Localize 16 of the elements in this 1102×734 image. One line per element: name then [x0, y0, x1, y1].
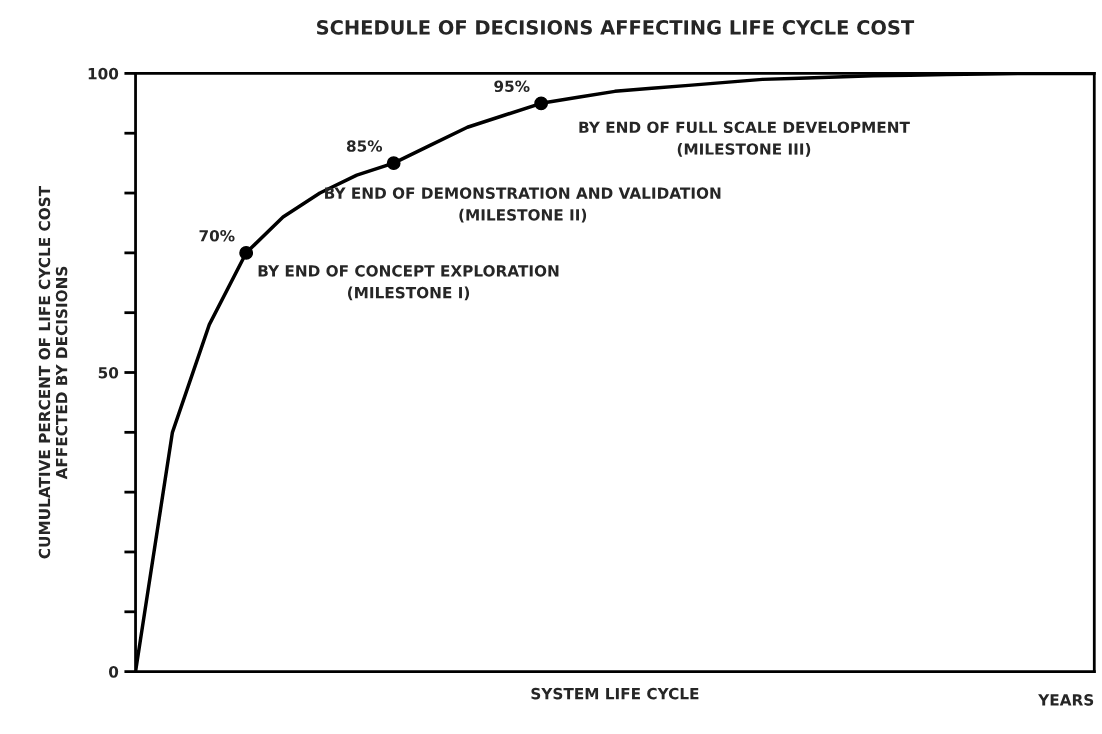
y-tick-label: 0: [108, 666, 119, 678]
annotation: BY END OF CONCEPT EXPLORATION (MILESTONE I): [258, 265, 559, 301]
chart-title: SCHEDULE OF DECISIONS AFFECTING LIFE CYCLE COST: [317, 20, 915, 35]
annotation: BY END OF DEMONSTRATION AND VALIDATION (MILESTONE II): [325, 187, 721, 223]
data-label: 95%: [494, 80, 530, 93]
point: [386, 156, 401, 171]
y-axis-title: CUMULATIVE PERCENT OF LIFE CYCLE COST AFFECTED BY DECISIONS: [38, 185, 68, 559]
annotation: BY END OF FULL SCALE DEVELOPMENT (MILESTONE III): [579, 121, 910, 157]
point: [534, 96, 549, 111]
data-label: 85%: [346, 140, 383, 152]
data-label: 70%: [199, 230, 235, 242]
x-axis-title: SYSTEM LIFE CYCLE: [531, 687, 699, 700]
text: YEARS: [1038, 694, 1094, 706]
point: [239, 245, 254, 260]
y-tick-label: 50: [98, 366, 119, 379]
y-tick-label: 100: [88, 67, 119, 80]
